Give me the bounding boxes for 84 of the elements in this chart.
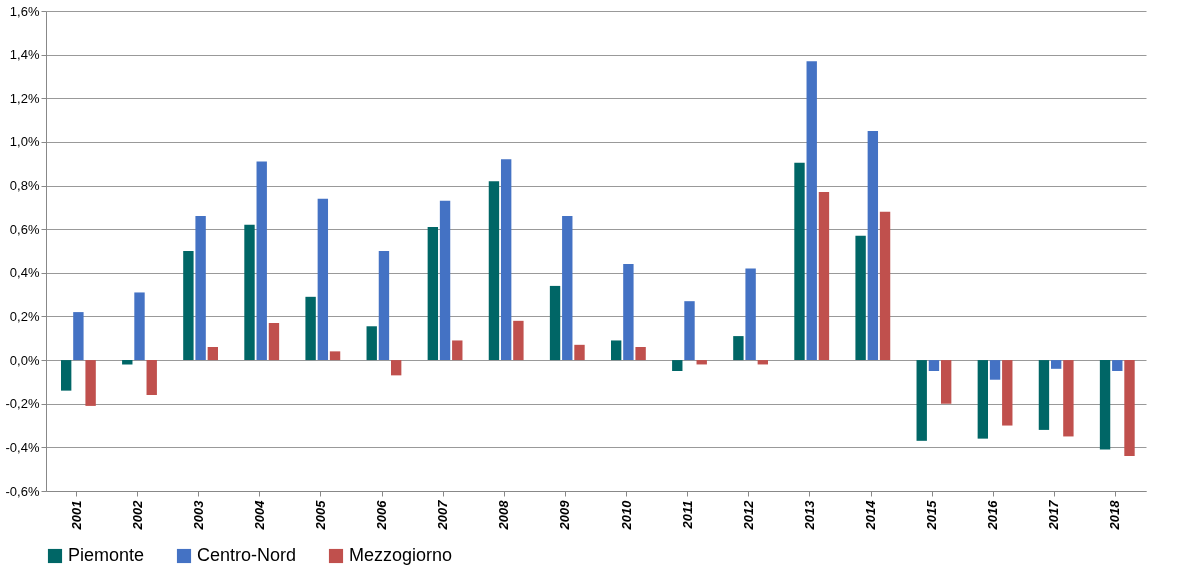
y-tick-label: 1,6% bbox=[9, 3, 40, 19]
bar bbox=[928, 360, 940, 371]
x-tick-label: 2012 bbox=[740, 499, 756, 531]
x-tick-label: 2015 bbox=[924, 499, 940, 531]
bar bbox=[916, 360, 927, 441]
x-tick-label: 2016 bbox=[985, 499, 1001, 531]
bar bbox=[1038, 360, 1050, 430]
y-tick-label: 0,8% bbox=[9, 178, 40, 194]
bar bbox=[427, 227, 439, 361]
bar bbox=[623, 264, 634, 361]
bar bbox=[329, 351, 341, 361]
bar bbox=[366, 326, 377, 361]
bar bbox=[134, 292, 145, 361]
bar bbox=[305, 296, 316, 361]
legend-label: Mezzogiorno bbox=[349, 545, 453, 565]
y-tick-label: 0,4% bbox=[9, 265, 40, 281]
x-tick-label: 2011 bbox=[679, 500, 695, 530]
bar bbox=[500, 159, 512, 361]
bar bbox=[1099, 360, 1111, 450]
x-tick-label: 2001 bbox=[68, 500, 84, 531]
bar bbox=[256, 161, 267, 361]
x-tick-label: 2002 bbox=[129, 499, 145, 531]
y-tick-label: 1,2% bbox=[9, 90, 40, 106]
bar bbox=[733, 336, 744, 361]
bar bbox=[146, 360, 157, 395]
bar bbox=[1112, 360, 1123, 371]
bar bbox=[867, 131, 879, 361]
bar bbox=[183, 251, 194, 361]
bar bbox=[488, 181, 500, 361]
x-tick-label: 2005 bbox=[313, 499, 328, 531]
y-tick-label: 0,0% bbox=[9, 352, 40, 368]
bar bbox=[818, 192, 830, 361]
bar bbox=[439, 200, 451, 361]
bar bbox=[390, 360, 402, 376]
x-tick-label: 2004 bbox=[251, 499, 267, 531]
x-tick-label: 2006 bbox=[374, 499, 390, 531]
x-tick-label: 2018 bbox=[1107, 499, 1123, 531]
bar bbox=[1002, 360, 1013, 426]
bar bbox=[195, 216, 206, 361]
bar bbox=[207, 347, 219, 361]
y-tick-label: -0,6% bbox=[5, 483, 40, 499]
legend-label: Piemonte bbox=[68, 545, 145, 565]
x-tick-label: 2008 bbox=[496, 499, 512, 531]
x-tick-label: 2003 bbox=[190, 499, 206, 531]
bar bbox=[452, 340, 463, 361]
y-tick-label: 1,4% bbox=[9, 47, 40, 63]
bar bbox=[672, 360, 683, 371]
y-tick-label: -0,2% bbox=[5, 396, 40, 412]
bar bbox=[989, 360, 1001, 380]
bar bbox=[1063, 360, 1074, 437]
bar bbox=[635, 347, 646, 361]
x-tick-label: 2013 bbox=[801, 499, 817, 531]
x-tick-label: 2017 bbox=[1046, 499, 1062, 531]
bar bbox=[268, 323, 280, 361]
bar bbox=[745, 268, 756, 361]
legend-label: Centro-Nord bbox=[197, 545, 297, 565]
bar bbox=[1124, 360, 1135, 457]
bar bbox=[806, 61, 817, 361]
bar bbox=[60, 360, 72, 391]
bar bbox=[574, 344, 585, 361]
bar bbox=[378, 251, 390, 361]
bar bbox=[549, 285, 561, 361]
bar bbox=[73, 312, 84, 361]
bar bbox=[610, 340, 622, 361]
y-tick-label: 0,6% bbox=[9, 221, 40, 237]
bar bbox=[85, 360, 96, 406]
bar bbox=[977, 360, 989, 439]
y-tick-label: 1,0% bbox=[9, 134, 40, 150]
bar bbox=[940, 360, 952, 404]
x-tick-label: 2014 bbox=[863, 499, 878, 531]
bar bbox=[1050, 360, 1062, 369]
y-tick-label: -0,4% bbox=[5, 439, 40, 455]
bar bbox=[513, 320, 524, 361]
bar bbox=[317, 198, 329, 361]
bar bbox=[879, 211, 891, 361]
x-tick-label: 2009 bbox=[557, 499, 573, 531]
x-tick-label: 2007 bbox=[435, 499, 451, 531]
bar bbox=[244, 224, 255, 361]
bar bbox=[855, 235, 866, 361]
bar bbox=[794, 162, 805, 361]
x-tick-label: 2010 bbox=[618, 499, 634, 531]
bar bbox=[684, 301, 695, 361]
y-tick-label: 0,2% bbox=[9, 308, 40, 324]
bar bbox=[562, 216, 573, 361]
